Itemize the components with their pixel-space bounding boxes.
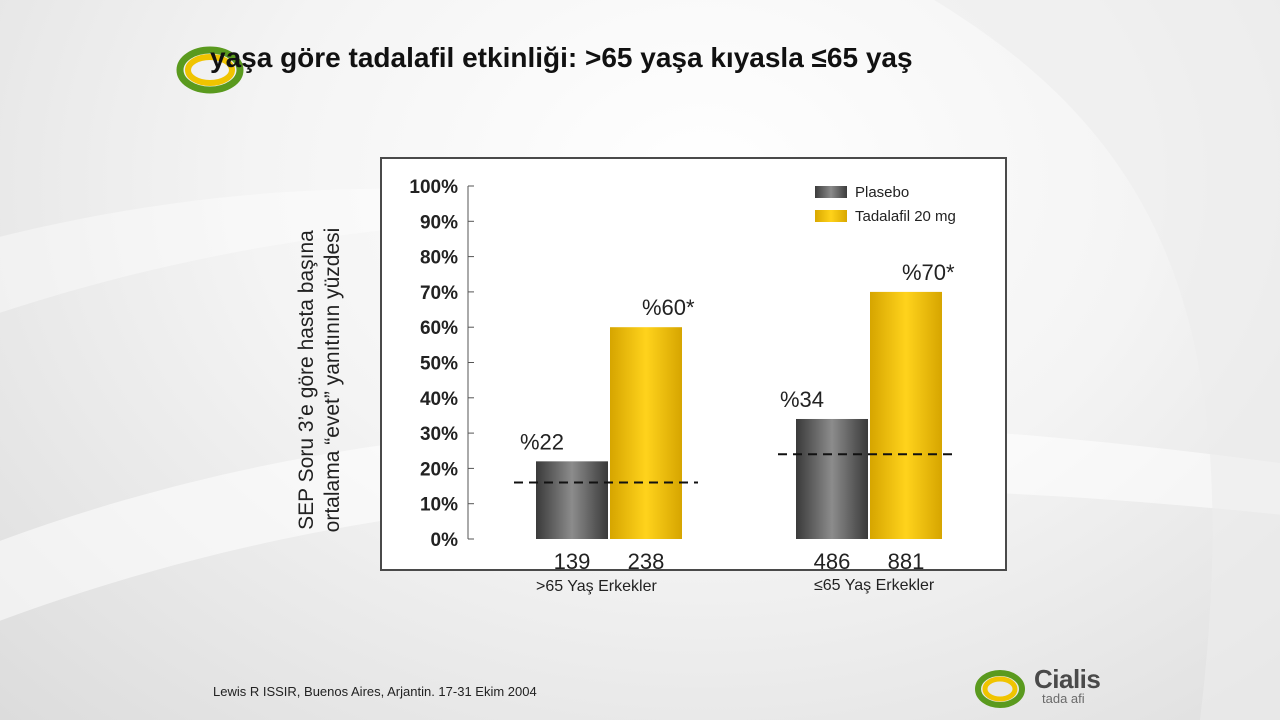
- y-tick-label: 60%: [420, 318, 458, 339]
- source-citation: Lewis R ISSIR, Buenos Aires, Arjantin. 1…: [213, 684, 537, 699]
- sample-size-label: 881: [888, 549, 925, 569]
- data-label: %22: [520, 429, 564, 454]
- brand-name: Cialis: [1034, 664, 1101, 694]
- y-tick-label: 100%: [409, 177, 458, 198]
- y-axis-label-line-1: SEP Soru 3’e göre hasta başına: [295, 230, 318, 530]
- y-tick-label: 80%: [420, 248, 458, 269]
- y-tick-label: 70%: [420, 283, 458, 304]
- bar-plasebo-group-2: [796, 418, 868, 539]
- legend-swatch-plasebo: [815, 186, 847, 198]
- data-label: %60*: [642, 295, 695, 320]
- bar-tadalafil-group-1: [610, 327, 682, 539]
- y-axis-label-line-2: ortalama “evet” yanıtının yüzdesi: [321, 227, 344, 533]
- title-logo-icon: [176, 46, 244, 94]
- y-axis-label: SEP Soru 3’e göre hasta başına ortalama …: [294, 228, 346, 533]
- legend-item-plasebo: Plasebo: [815, 181, 956, 203]
- y-tick-label: 50%: [420, 354, 458, 375]
- y-tick-label: 10%: [420, 495, 458, 516]
- group-label-under-65: ≤65 Yaş Erkekler: [814, 577, 935, 594]
- data-label: %70*: [902, 260, 955, 285]
- cialis-logo-icon: [975, 670, 1025, 708]
- legend-label-tadalafil: Tadalafil 20 mg: [855, 207, 956, 225]
- chart-legend: Plasebo Tadalafil 20 mg: [815, 181, 956, 229]
- y-tick-label: 40%: [420, 389, 458, 410]
- sample-size-label: 238: [628, 549, 665, 569]
- brand-tagline: tada afi: [1042, 691, 1085, 706]
- bar-plasebo-group-1: [536, 461, 608, 539]
- y-tick-label: 0%: [431, 530, 459, 551]
- page-title: yaşa göre tadalafil etkinliği: >65 yaşa …: [210, 42, 913, 73]
- chart-panel: 0% 10% 20% 30% 40% 50% 60% 70% 80% 90% 100% %22 139%…: [380, 157, 1007, 571]
- y-tick-label: 30%: [420, 424, 458, 445]
- y-tick-label: 20%: [420, 459, 458, 480]
- bar-tadalafil-group-2: [870, 291, 942, 539]
- legend-item-tadalafil: Tadalafil 20 mg: [815, 205, 956, 227]
- sample-size-label: 486: [814, 549, 851, 569]
- bar-chart: 0% 10% 20% 30% 40% 50% 60% 70% 80% 90% 100% %22 139%…: [409, 177, 955, 569]
- data-label: %34: [780, 387, 824, 412]
- group-label-over-65: >65 Yaş Erkekler: [536, 578, 657, 595]
- y-tick-label: 90%: [420, 212, 458, 233]
- sample-size-label: 139: [554, 549, 591, 569]
- legend-swatch-tadalafil: [815, 210, 847, 222]
- legend-label-plasebo: Plasebo: [855, 183, 910, 201]
